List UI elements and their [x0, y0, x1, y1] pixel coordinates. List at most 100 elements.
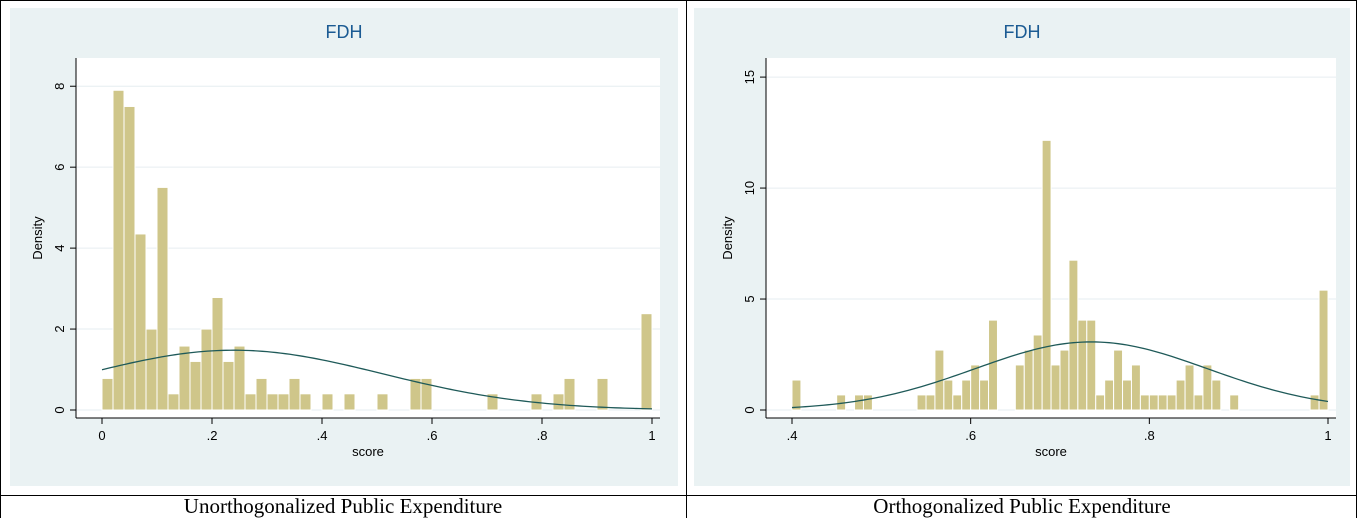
histogram-bar	[1211, 379, 1222, 411]
y-tick-label: 6	[52, 164, 67, 171]
y-tick-label: 0	[742, 406, 757, 413]
histogram-bar	[200, 328, 213, 411]
histogram-bar	[1309, 394, 1320, 411]
histogram-bar	[167, 393, 180, 411]
table-border-row	[0, 495, 1357, 496]
histogram-bar	[640, 313, 653, 411]
histogram-bar	[979, 379, 990, 411]
histogram-bar	[288, 377, 301, 411]
histogram-bar	[1202, 364, 1213, 411]
histogram-bar	[343, 393, 356, 411]
table-border-middle	[686, 0, 687, 518]
histogram-bar	[1059, 349, 1070, 411]
histogram-bar	[1193, 394, 1204, 411]
histogram-bar	[854, 394, 864, 411]
histogram-bar	[266, 393, 279, 411]
histogram-bar	[596, 377, 609, 411]
normal-density-curve	[101, 349, 653, 410]
chart-title: FDH	[326, 22, 363, 42]
histogram-bar	[145, 328, 158, 411]
x-tick-label: .8	[537, 428, 548, 443]
y-tick-label: 0	[52, 406, 67, 413]
histogram-bar	[1130, 364, 1141, 411]
right-chart-panel: FDH 0 5 10 15 .4 .6 .8 1 score Density	[694, 8, 1350, 486]
x-tick-label: 1	[648, 428, 655, 443]
x-tick-label: .2	[207, 428, 218, 443]
table-border-left	[0, 0, 1, 518]
histogram-bar	[563, 377, 576, 411]
histogram-bar	[916, 394, 927, 411]
histogram-bar	[299, 393, 312, 411]
histogram-bar	[1086, 319, 1097, 411]
histogram-bar	[1077, 319, 1088, 411]
y-axis-label: Density	[30, 216, 45, 260]
histogram-bar	[1166, 394, 1177, 411]
histogram-bar	[178, 345, 191, 411]
histogram-bar	[943, 379, 954, 411]
histogram-bar	[952, 394, 963, 411]
histogram-bar	[1068, 259, 1079, 411]
histogram-bar	[101, 377, 114, 411]
histogram-bar	[156, 186, 169, 411]
histogram-bar	[925, 394, 936, 411]
y-tick-label: 8	[52, 83, 67, 90]
histogram-bar	[189, 360, 202, 411]
y-tick-label: 10	[742, 181, 757, 195]
histogram-bar	[1113, 349, 1124, 411]
histogram-bar	[134, 233, 147, 411]
histogram-bar	[1175, 379, 1186, 411]
histogram-bar	[211, 296, 224, 411]
y-tick-label: 2	[52, 325, 67, 332]
y-axis-label: Density	[720, 216, 735, 260]
x-tick-label: 0	[98, 428, 105, 443]
histogram-bar	[1157, 394, 1168, 411]
x-tick-label: .4	[787, 428, 798, 443]
histogram-bar	[1184, 364, 1195, 411]
x-tick-label: .6	[965, 428, 976, 443]
histogram-bar	[255, 377, 268, 411]
histogram-bar	[1148, 394, 1159, 411]
histogram-bar	[791, 379, 802, 411]
left-chart-panel: FDH 0 2 4 6 8 0 .2 .4 .6 .8 1 score Density	[10, 8, 678, 486]
x-axis-label: score	[352, 444, 384, 459]
histogram-bar	[376, 393, 389, 411]
left-caption: Unorthogonalized Public Expenditure	[183, 494, 503, 518]
normal-density-curve	[791, 341, 1329, 409]
histogram-bar	[1032, 334, 1043, 411]
histogram-bar	[970, 364, 981, 411]
histogram-bar	[1014, 364, 1025, 411]
histogram-bar	[420, 377, 433, 411]
x-tick-label: .6	[427, 428, 438, 443]
y-tick-label: 5	[742, 295, 757, 302]
histogram-bar	[321, 393, 334, 411]
histogram-bar	[277, 393, 290, 411]
histogram-bar	[222, 360, 235, 411]
histogram-bar	[1122, 379, 1132, 411]
histogram-bar	[233, 345, 246, 411]
x-tick-label: .8	[1144, 428, 1155, 443]
histogram-bar	[1104, 379, 1115, 411]
histogram-bar	[486, 393, 499, 411]
histogram-bar	[961, 379, 972, 411]
table-border-top	[0, 0, 1357, 1]
y-tick-label: 4	[52, 245, 67, 252]
histogram-bar	[1229, 394, 1240, 411]
histogram-bar	[1050, 364, 1061, 411]
histogram-bar	[1139, 394, 1150, 411]
histogram-bar	[1318, 289, 1329, 411]
plot-area	[76, 58, 660, 418]
right-caption: Orthogonalized Public Expenditure	[873, 494, 1171, 518]
left-histogram-chart: FDH 0 2 4 6 8 0 .2 .4 .6 .8 1 score Density	[30, 22, 660, 459]
histogram-bar	[112, 89, 125, 411]
right-histogram-chart: FDH 0 5 10 15 .4 .6 .8 1 score Density	[720, 22, 1336, 459]
histogram-bar	[244, 393, 257, 411]
histogram-bar	[862, 394, 873, 411]
x-tick-label: 1	[1324, 428, 1331, 443]
chart-title: FDH	[1004, 22, 1041, 42]
histogram-bar	[1023, 349, 1034, 411]
histogram-bar	[988, 319, 998, 411]
x-axis-label: score	[1035, 444, 1067, 459]
x-tick-label: .4	[317, 428, 328, 443]
histogram-bar	[552, 393, 565, 411]
